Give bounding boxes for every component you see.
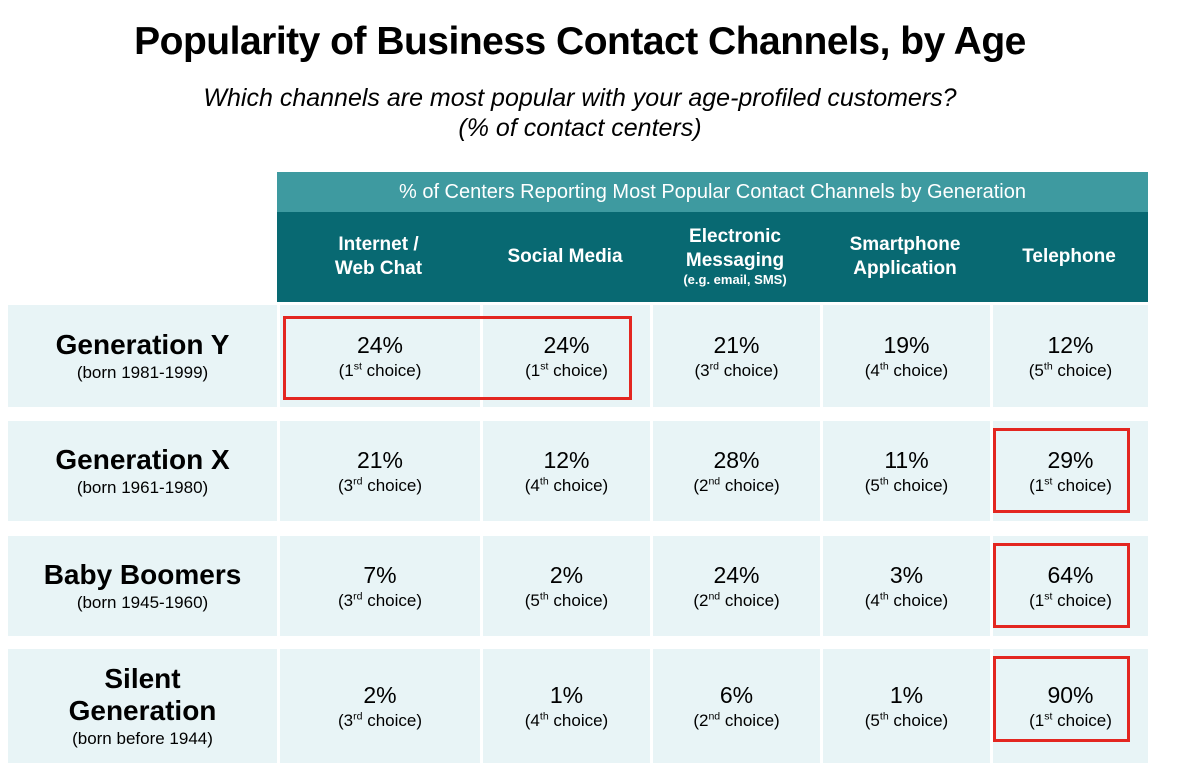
- table-row-generation-x: Generation X (born 1961-1980) 21% (3rd c…: [8, 421, 1148, 521]
- column-header-electronic-messaging: Electronic Messaging (e.g. email, SMS): [683, 225, 787, 288]
- row-label-generation-x: Generation X (born 1961-1980): [55, 443, 230, 498]
- table-row-generation-y: Generation Y (born 1981-1999) 24% (1st c…: [8, 305, 1148, 407]
- column-header-telephone: Telephone: [1022, 246, 1116, 268]
- cell-geny-internet-web-chat: 24% (1st choice): [277, 305, 480, 407]
- cell-boomers-smartphone-application: 3% (4th choice): [820, 536, 990, 636]
- row-label-generation-y: Generation Y (born 1981-1999): [55, 328, 230, 383]
- cell-genx-electronic-messaging: 28% (2nd choice): [650, 421, 820, 521]
- cell-silent-telephone: 90% (1st choice): [990, 649, 1148, 763]
- generation-channel-table: % of Centers Reporting Most Popular Cont…: [8, 172, 1148, 764]
- cell-silent-electronic-messaging: 6% (2nd choice): [650, 649, 820, 763]
- cell-geny-social-media: 24% (1st choice): [480, 305, 650, 407]
- table-row-silent-generation: Silent Generation (born before 1944) 2% …: [8, 649, 1148, 763]
- cell-boomers-internet-web-chat: 7% (3rd choice): [277, 536, 480, 636]
- subtitle-question: Which channels are most popular with you…: [203, 84, 957, 112]
- cell-genx-smartphone-application: 11% (5th choice): [820, 421, 990, 521]
- row-label-baby-boomers: Baby Boomers (born 1945-1960): [43, 558, 242, 613]
- column-header-row: Internet / Web Chat Social Media Electro…: [277, 212, 1148, 302]
- cell-genx-social-media: 12% (4th choice): [480, 421, 650, 521]
- column-header-smartphone-application: Smartphone Application: [849, 234, 961, 279]
- page-subtitle: Which channels are most popular with you…: [0, 84, 1160, 143]
- cell-silent-internet-web-chat: 2% (3rd choice): [277, 649, 480, 763]
- page-title: Popularity of Business Contact Channels,…: [134, 20, 1026, 63]
- cell-geny-telephone: 12% (5th choice): [990, 305, 1148, 407]
- cell-geny-smartphone-application: 19% (4th choice): [820, 305, 990, 407]
- row-label-silent-generation: Silent Generation (born before 1944): [68, 663, 217, 748]
- cell-boomers-electronic-messaging: 24% (2nd choice): [650, 536, 820, 636]
- cell-boomers-telephone: 64% (1st choice): [990, 536, 1148, 636]
- cell-silent-smartphone-application: 1% (5th choice): [820, 649, 990, 763]
- cell-silent-social-media: 1% (4th choice): [480, 649, 650, 763]
- cell-genx-internet-web-chat: 21% (3rd choice): [277, 421, 480, 521]
- cell-genx-telephone: 29% (1st choice): [990, 421, 1148, 521]
- cell-geny-electronic-messaging: 21% (3rd choice): [650, 305, 820, 407]
- subtitle-unit: (% of contact centers): [458, 113, 702, 142]
- cell-boomers-social-media: 2% (5th choice): [480, 536, 650, 636]
- column-header-social-media: Social Media: [507, 246, 623, 268]
- table-banner: % of Centers Reporting Most Popular Cont…: [277, 172, 1148, 212]
- column-header-internet-web-chat: Internet / Web Chat: [334, 234, 423, 279]
- table-row-baby-boomers: Baby Boomers (born 1945-1960) 7% (3rd ch…: [8, 536, 1148, 636]
